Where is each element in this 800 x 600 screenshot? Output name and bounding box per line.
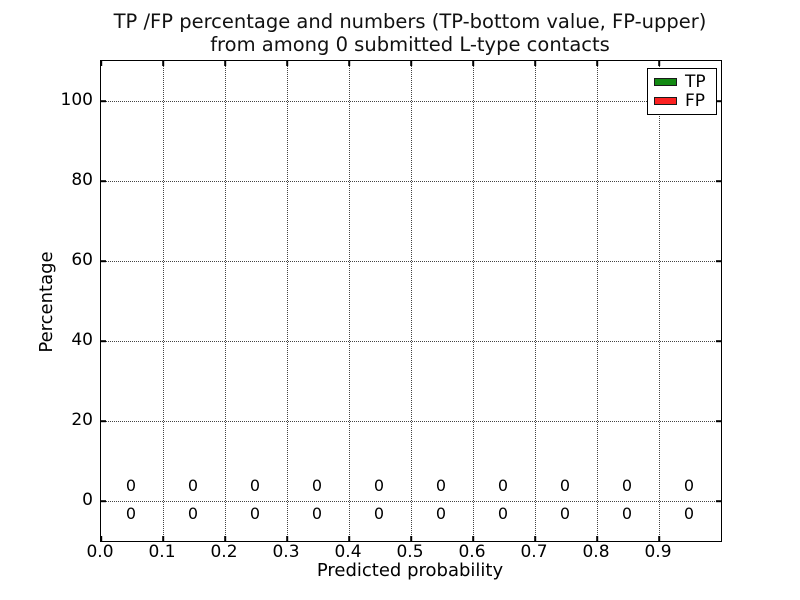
grid-line-vertical [163,61,164,541]
value-label-fp: 0 [187,476,199,496]
x-tick-label: 0.8 [582,542,610,562]
chart-title: TP /FP percentage and numbers (TP-bottom… [100,10,720,56]
value-label-fp: 0 [249,476,261,496]
value-label-fp: 0 [435,476,447,496]
x-tick-mark [596,536,598,541]
x-tick-label: 0.9 [644,542,672,562]
x-tick-mark-top [286,61,288,66]
grid-line-vertical [597,61,598,541]
x-tick-mark [286,536,288,541]
x-tick-label: 0.0 [86,542,114,562]
y-tick-label: 0 [82,490,93,510]
x-tick-mark-top [410,61,412,66]
y-tick-mark [101,420,106,422]
legend: TP FP [647,68,717,115]
value-label-tp: 0 [435,503,447,523]
x-axis-label: Predicted probability [316,560,504,581]
x-tick-mark-top [658,61,660,66]
x-tick-mark [162,536,164,541]
grid-line-vertical [287,61,288,541]
value-label-fp: 0 [683,476,695,496]
chart-title-line-2: from among 0 submitted L-type contacts [210,33,610,56]
y-tick-mark-right [716,340,721,342]
legend-entry-fp: FP [654,92,710,110]
x-tick-mark-top [534,61,536,66]
value-label-fp: 0 [373,476,385,496]
y-tick-label: 80 [71,170,93,190]
x-tick-mark [658,536,660,541]
x-tick-mark-top [596,61,598,66]
grid-line-vertical [535,61,536,541]
x-tick-label: 0.4 [334,542,362,562]
chart-title-line-1: TP /FP percentage and numbers (TP-bottom… [113,10,707,33]
y-tick-mark-right [716,260,721,262]
y-tick-mark [101,500,106,502]
legend-entry-tp: TP [654,73,710,91]
y-tick-label: 100 [60,90,93,110]
y-tick-mark-right [716,100,721,102]
value-label-tp: 0 [311,503,323,523]
value-label-tp: 0 [373,503,385,523]
x-tick-label: 0.7 [520,542,548,562]
value-label-fp: 0 [311,476,323,496]
y-tick-mark [101,180,106,182]
grid-line-vertical [411,61,412,541]
value-label-tp: 0 [497,503,509,523]
grid-line-vertical [225,61,226,541]
x-tick-mark-top [348,61,350,66]
y-tick-label: 60 [71,250,93,270]
x-tick-mark-top [100,61,102,66]
y-tick-mark [101,340,106,342]
value-label-tp: 0 [125,503,137,523]
value-label-fp: 0 [125,476,137,496]
value-label-tp: 0 [621,503,633,523]
grid-line-vertical [473,61,474,541]
value-label-fp: 0 [559,476,571,496]
y-tick-mark [101,260,106,262]
y-tick-mark-right [716,420,721,422]
plot-area: TP FP [100,60,722,542]
x-tick-mark-top [224,61,226,66]
x-tick-mark [472,536,474,541]
value-label-tp: 0 [187,503,199,523]
x-tick-mark-top [162,61,164,66]
x-tick-mark [224,536,226,541]
x-tick-mark [100,536,102,541]
legend-label: TP [685,71,706,92]
x-tick-label: 0.2 [210,542,238,562]
legend-swatch-tp-icon [654,77,677,86]
x-tick-label: 0.3 [272,542,300,562]
value-label-fp: 0 [497,476,509,496]
y-tick-mark-right [716,180,721,182]
x-tick-mark [348,536,350,541]
value-label-tp: 0 [683,503,695,523]
legend-swatch-fp-icon [654,97,677,106]
x-tick-mark [410,536,412,541]
x-tick-mark [534,536,536,541]
value-label-tp: 0 [559,503,571,523]
x-tick-label: 0.1 [148,542,176,562]
y-tick-mark [101,100,106,102]
y-tick-mark-right [716,500,721,502]
x-tick-mark-top [472,61,474,66]
value-label-fp: 0 [621,476,633,496]
legend-label: FP [685,91,706,112]
grid-line-vertical [349,61,350,541]
grid-line-vertical [659,61,660,541]
value-label-tp: 0 [249,503,261,523]
y-tick-label: 20 [71,410,93,430]
x-tick-label: 0.6 [458,542,486,562]
y-tick-label: 40 [71,330,93,350]
x-tick-label: 0.5 [396,542,424,562]
